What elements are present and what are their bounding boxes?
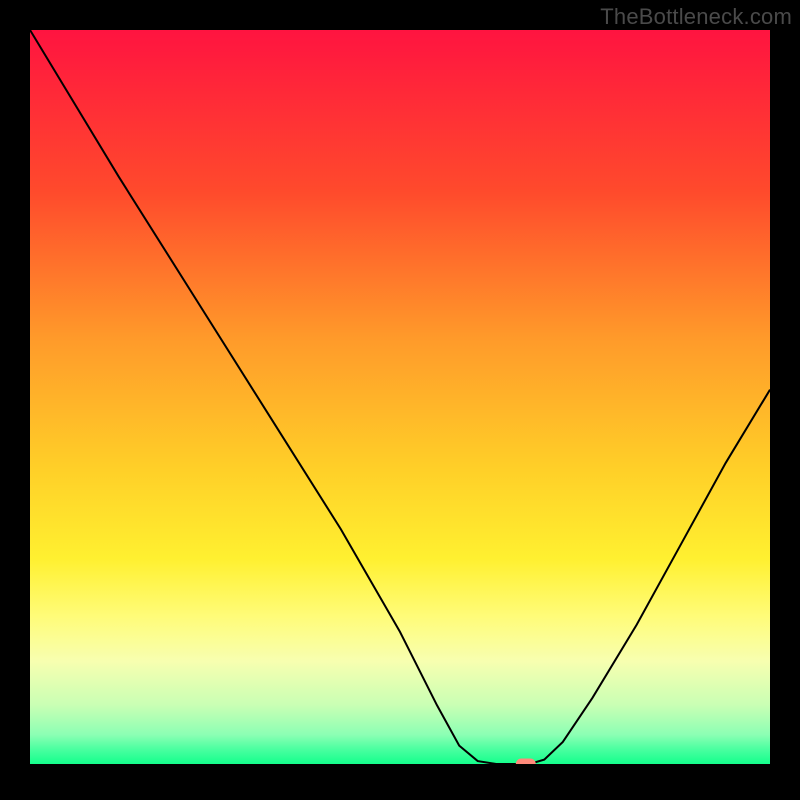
optimal-point-marker	[516, 759, 536, 770]
chart-stage: TheBottleneck.com	[0, 0, 800, 800]
watermark-text: TheBottleneck.com	[600, 4, 792, 30]
gradient-background	[30, 30, 770, 764]
bottleneck-chart	[0, 0, 800, 800]
